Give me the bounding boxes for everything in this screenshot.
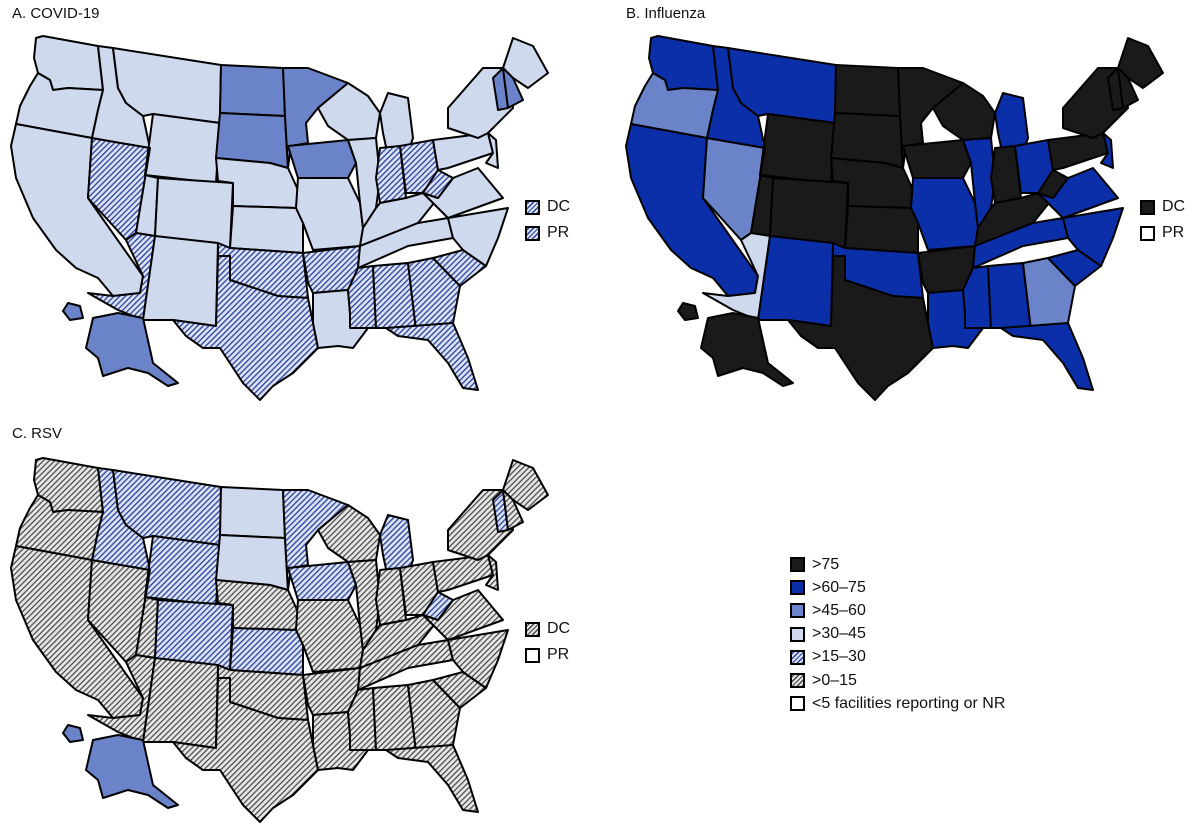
dc-label: DC xyxy=(1162,198,1186,215)
state-ia xyxy=(902,139,972,179)
state-pa xyxy=(432,554,494,593)
state-ga xyxy=(1022,257,1076,331)
panel-c-dc-pr: DC PR xyxy=(525,616,570,668)
state-ak xyxy=(85,312,179,387)
state-nj xyxy=(1100,132,1114,169)
state-ia xyxy=(287,139,357,179)
state-nc xyxy=(447,629,509,689)
legend-label: >30–45 xyxy=(812,625,866,643)
state-nd xyxy=(219,486,286,539)
state-wy xyxy=(144,113,221,184)
state-ga xyxy=(407,679,461,753)
state-hi xyxy=(677,302,699,321)
state-fl xyxy=(1000,322,1094,391)
state-mn xyxy=(282,67,349,169)
state-mo xyxy=(295,177,364,251)
dc-swatch xyxy=(1140,199,1155,215)
dc-label: DC xyxy=(547,620,571,637)
state-nd xyxy=(219,64,286,117)
state-mo xyxy=(910,177,979,251)
state-ga xyxy=(407,257,461,331)
legend-swatch xyxy=(790,603,805,619)
covid-map xyxy=(10,35,549,401)
panel-c-title: C. RSV xyxy=(12,425,63,442)
state-nm xyxy=(142,657,219,749)
legend-swatch xyxy=(790,626,805,642)
pr-label: PR xyxy=(547,646,570,663)
state-ks xyxy=(229,205,304,254)
legend-swatch xyxy=(790,673,805,689)
legend-label: >0–15 xyxy=(812,671,857,689)
influenza-map xyxy=(625,35,1164,401)
panel-b-dc-pr: DC PR xyxy=(1140,194,1185,246)
state-ak xyxy=(85,734,179,809)
legend-label: >60–75 xyxy=(812,578,866,596)
panel-b-title: B. Influenza xyxy=(626,5,706,22)
pr-swatch xyxy=(525,647,540,663)
state-wy xyxy=(759,113,836,184)
map-legend: >75 >60–75 >45–60 >30–45 >15–30 >0–15 <5… xyxy=(790,553,1005,715)
state-pa xyxy=(1047,132,1109,171)
legend-swatch xyxy=(790,580,805,596)
panel-a-dc-pr: DC PR xyxy=(525,194,570,246)
state-nh xyxy=(502,489,524,531)
state-pa xyxy=(432,132,494,171)
state-hi xyxy=(62,724,84,743)
state-mo xyxy=(295,599,364,673)
state-wi xyxy=(317,504,381,563)
legend-swatch xyxy=(790,557,805,573)
state-nd xyxy=(834,64,901,117)
panel-a-title: A. COVID-19 xyxy=(12,5,100,22)
rsv-map xyxy=(10,457,549,823)
state-wi xyxy=(932,82,996,141)
state-fl xyxy=(385,744,479,813)
pr-swatch xyxy=(1140,225,1155,241)
legend-label: <5 facilities reporting or NR xyxy=(812,694,1006,712)
state-ia xyxy=(287,561,357,601)
state-nc xyxy=(1062,207,1124,267)
state-wv xyxy=(422,169,454,199)
legend-label: >45–60 xyxy=(812,601,866,619)
legend-label: >75 xyxy=(812,555,840,573)
state-wv xyxy=(422,591,454,621)
pr-swatch xyxy=(525,225,540,241)
state-nj xyxy=(485,554,499,591)
state-mn xyxy=(897,67,964,169)
state-fl xyxy=(385,322,479,391)
dc-swatch xyxy=(525,621,540,637)
state-nh xyxy=(1117,67,1139,109)
state-ak xyxy=(700,312,794,387)
state-wy xyxy=(144,535,221,606)
state-hi xyxy=(62,302,84,321)
state-nh xyxy=(502,67,524,109)
legend-swatch xyxy=(790,696,805,712)
legend-swatch xyxy=(790,649,805,665)
state-nm xyxy=(757,235,834,327)
state-nm xyxy=(142,235,219,327)
state-mn xyxy=(282,489,349,591)
state-wi xyxy=(317,82,381,141)
state-ks xyxy=(229,627,304,676)
state-nj xyxy=(485,132,499,169)
state-nc xyxy=(447,207,509,267)
state-ks xyxy=(844,205,919,254)
dc-swatch xyxy=(525,199,540,215)
pr-label: PR xyxy=(1162,224,1185,241)
state-wv xyxy=(1037,169,1069,199)
pr-label: PR xyxy=(547,224,570,241)
dc-label: DC xyxy=(547,198,571,215)
legend-label: >15–30 xyxy=(812,648,866,666)
